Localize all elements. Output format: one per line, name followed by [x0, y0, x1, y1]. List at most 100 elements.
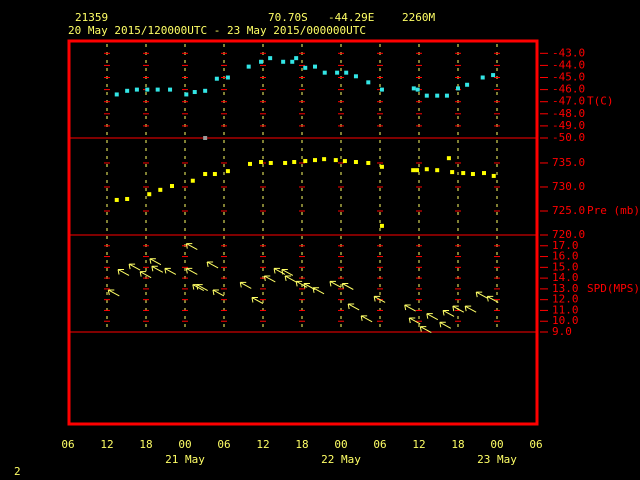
- point: [168, 87, 173, 92]
- y-tick-label: -45.0: [552, 71, 585, 84]
- point: [313, 64, 317, 69]
- wind-arrow: [117, 268, 130, 276]
- point: [411, 168, 416, 173]
- point: [335, 70, 340, 75]
- point: [225, 169, 230, 174]
- elevation: 2260M: [402, 11, 435, 24]
- wind-arrow: [452, 305, 465, 313]
- y-tick-label: 13.0: [552, 282, 579, 295]
- y-tick-label: 730.0: [552, 180, 585, 193]
- wind-arrow: [341, 283, 354, 290]
- point: [424, 167, 429, 172]
- point: [147, 192, 152, 197]
- point: [491, 73, 496, 78]
- wind-arrow: [419, 326, 432, 334]
- point: [465, 82, 470, 87]
- point: [155, 87, 160, 92]
- point: [353, 160, 358, 165]
- wind-arrow: [281, 268, 294, 276]
- wind-arrow: [312, 287, 325, 295]
- point: [268, 160, 273, 165]
- point: [379, 223, 384, 228]
- point: [366, 160, 371, 165]
- point: [366, 80, 371, 85]
- y-tick-label: -46.0: [552, 83, 585, 96]
- y-axis-label: Pre (mb): [587, 204, 640, 217]
- wind-arrow: [442, 309, 455, 317]
- point: [214, 76, 219, 81]
- wind-arrow: [475, 291, 488, 299]
- wind-arrow: [486, 295, 499, 303]
- point: [415, 168, 420, 173]
- point: [379, 87, 384, 92]
- wind-arrow: [185, 267, 198, 275]
- x-tick-label: 00: [178, 438, 191, 451]
- point: [424, 93, 429, 98]
- point: [268, 56, 273, 61]
- y-tick-label: 720.0: [552, 228, 585, 241]
- point: [225, 75, 230, 80]
- y-tick-label: -47.0: [552, 95, 585, 108]
- wind-arrow: [360, 315, 373, 323]
- point: [190, 178, 195, 183]
- y-tick-label: -48.0: [552, 107, 585, 120]
- x-tick-label: 12: [256, 438, 269, 451]
- point: [456, 86, 460, 91]
- wind-arrow: [464, 305, 477, 313]
- x-tick-label: 00: [490, 438, 503, 451]
- y-tick-label: 12.0: [552, 293, 579, 306]
- point: [342, 159, 347, 164]
- point: [446, 156, 451, 161]
- y-tick-label: 725.0: [552, 204, 585, 217]
- wind-arrow: [404, 304, 416, 312]
- y-tick-label: -50.0: [552, 131, 585, 144]
- page-number: 2: [14, 465, 21, 478]
- point: [246, 64, 251, 69]
- point: [134, 87, 139, 92]
- point: [259, 59, 264, 64]
- period: 20 May 2015/120000UTC - 23 May 2015/0000…: [68, 24, 366, 37]
- point: [203, 172, 208, 177]
- y-axis-label: SPD(MPS): [587, 282, 640, 295]
- point: [114, 197, 119, 202]
- point: [322, 70, 327, 75]
- wind-arrow: [212, 289, 225, 297]
- point: [248, 161, 252, 166]
- wind-arrow: [139, 271, 152, 279]
- point: [170, 184, 174, 189]
- point: [435, 93, 440, 98]
- x-tick-label: 06: [529, 438, 542, 451]
- x-tick-label: 00: [334, 438, 347, 451]
- wind-arrow: [439, 321, 452, 329]
- wind-arrow: [408, 317, 421, 325]
- day-label: 21 May: [165, 453, 205, 466]
- y-tick-label: 17.0: [552, 239, 579, 252]
- point: [303, 65, 308, 70]
- day-label: 23 May: [477, 453, 517, 466]
- point: [313, 158, 317, 163]
- point: [294, 56, 299, 61]
- point: [444, 93, 449, 98]
- point: [482, 171, 486, 176]
- y-tick-label: 14.0: [552, 271, 579, 284]
- wind-arrow: [164, 267, 177, 275]
- y-tick-label: 11.0: [552, 303, 579, 316]
- point: [259, 160, 264, 165]
- wind-arrow: [273, 267, 286, 275]
- x-tick-label: 12: [100, 438, 113, 451]
- longitude: -44.29E: [328, 11, 374, 24]
- wind-arrow: [263, 275, 276, 283]
- point: [203, 136, 208, 140]
- wind-arrow: [149, 258, 162, 266]
- point: [212, 172, 217, 177]
- point: [125, 88, 130, 93]
- point: [158, 187, 163, 192]
- y-tick-label: -49.0: [552, 119, 585, 132]
- point: [461, 171, 466, 176]
- wind-arrow: [426, 313, 439, 321]
- wind-arrow: [196, 284, 208, 292]
- point: [290, 59, 295, 64]
- latitude: 70.70S: [268, 11, 308, 24]
